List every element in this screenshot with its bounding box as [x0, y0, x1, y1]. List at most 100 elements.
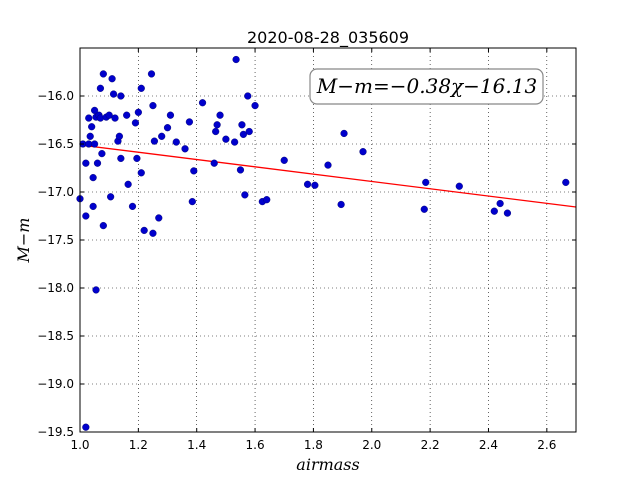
data-point: [86, 132, 94, 140]
y-tick-label: −19.5: [37, 425, 74, 439]
x-tick-labels: 1.0 1.2 1.4 1.6 1.8 2.0 2.2 2.4 2.6: [70, 438, 556, 452]
chart-title: 2020-08-28_035609: [247, 28, 409, 48]
data-point: [90, 106, 99, 115]
y-tick-labels: −16.0 −16.5 −17.0 −17.5 −18.0 −18.5 −19.0 −19.5: [37, 89, 74, 439]
data-point: [82, 212, 90, 220]
data-point: [105, 111, 113, 119]
x-tick-label: 2.6: [537, 438, 556, 452]
data-point: [158, 132, 166, 140]
data-point: [99, 222, 107, 230]
data-point: [198, 99, 207, 107]
grid-lines: [80, 48, 576, 432]
data-point: [149, 101, 157, 110]
data-point: [82, 159, 90, 167]
data-point: [128, 202, 137, 211]
data-point: [455, 182, 463, 190]
data-point: [236, 166, 245, 174]
y-tick-label: −16.5: [37, 137, 74, 151]
data-point: [303, 180, 312, 188]
data-point: [137, 84, 145, 92]
data-point: [149, 229, 157, 237]
data-point: [163, 124, 172, 132]
data-point: [89, 174, 97, 182]
data-point: [82, 423, 90, 431]
data-point: [263, 196, 271, 204]
x-tick-label: 1.8: [304, 438, 323, 452]
data-point: [244, 92, 252, 100]
data-point: [181, 145, 189, 153]
data-point: [188, 198, 196, 206]
data-point: [216, 111, 224, 119]
data-point: [496, 199, 504, 208]
data-point: [137, 169, 145, 177]
data-point: [150, 137, 159, 145]
data-point: [85, 114, 93, 122]
data-point: [232, 55, 240, 64]
data-point: [98, 150, 106, 158]
data-point: [99, 70, 107, 78]
data-point: [133, 154, 141, 163]
data-point: [212, 127, 220, 136]
y-tick-label: −18.0: [37, 281, 74, 295]
data-point: [90, 140, 99, 148]
data-point: [89, 202, 97, 211]
data-point: [166, 111, 175, 119]
data-point: [311, 181, 319, 189]
data-point: [337, 200, 345, 209]
x-tick-label: 2.0: [362, 438, 381, 452]
data-point: [88, 123, 96, 131]
x-axis-label: airmass: [296, 455, 359, 474]
data-point: [172, 138, 180, 146]
data-point: [96, 84, 105, 92]
data-point: [108, 75, 116, 83]
data-point: [222, 135, 230, 143]
annotation-frame: [309, 68, 544, 105]
data-point: [93, 159, 102, 167]
y-axis-label: M−m: [14, 218, 33, 264]
data-point: [420, 205, 428, 213]
data-point: [111, 114, 119, 122]
data-point: [359, 148, 367, 156]
data-point: [109, 90, 118, 98]
data-point: [340, 129, 348, 138]
x-tick-label: 1.6: [246, 438, 265, 452]
data-point: [251, 101, 259, 110]
fit-line: [79, 144, 577, 208]
data-point: [107, 193, 115, 201]
y-tick-label: −17.0: [37, 185, 74, 199]
data-point: [117, 154, 125, 163]
axis-ticks: [79, 48, 576, 433]
annotation-text: M−m=−0.38χ−16.13: [316, 74, 537, 98]
x-tick-label: 1.2: [129, 438, 148, 452]
y-tick-label: −18.5: [37, 329, 74, 343]
data-point: [422, 178, 430, 187]
fit-equation-annotation: M−m=−0.38χ−16.13: [309, 68, 544, 105]
data-point: [124, 180, 132, 188]
data-point: [503, 209, 512, 217]
data-point: [280, 156, 288, 164]
y-tick-label: −16.0: [37, 89, 74, 103]
fit-line-layer: [79, 144, 577, 208]
data-point: [117, 92, 125, 100]
x-tick-label: 2.4: [479, 438, 498, 452]
data-point: [213, 121, 221, 129]
data-point: [238, 121, 246, 129]
data-point: [245, 127, 253, 136]
data-point: [185, 118, 194, 126]
data-point: [190, 167, 198, 175]
data-point: [134, 108, 142, 116]
data-point: [140, 226, 148, 235]
data-point: [241, 191, 249, 199]
x-tick-label: 2.2: [421, 438, 440, 452]
data-point: [92, 286, 100, 294]
x-tick-label: 1.4: [187, 438, 206, 452]
x-tick-label: 1.0: [70, 438, 89, 452]
data-point: [115, 132, 123, 140]
data-point: [324, 161, 332, 169]
y-tick-label: −17.5: [37, 233, 74, 247]
data-points: [76, 55, 570, 431]
data-point: [131, 119, 140, 127]
data-point: [239, 130, 247, 139]
data-point: [231, 138, 239, 146]
